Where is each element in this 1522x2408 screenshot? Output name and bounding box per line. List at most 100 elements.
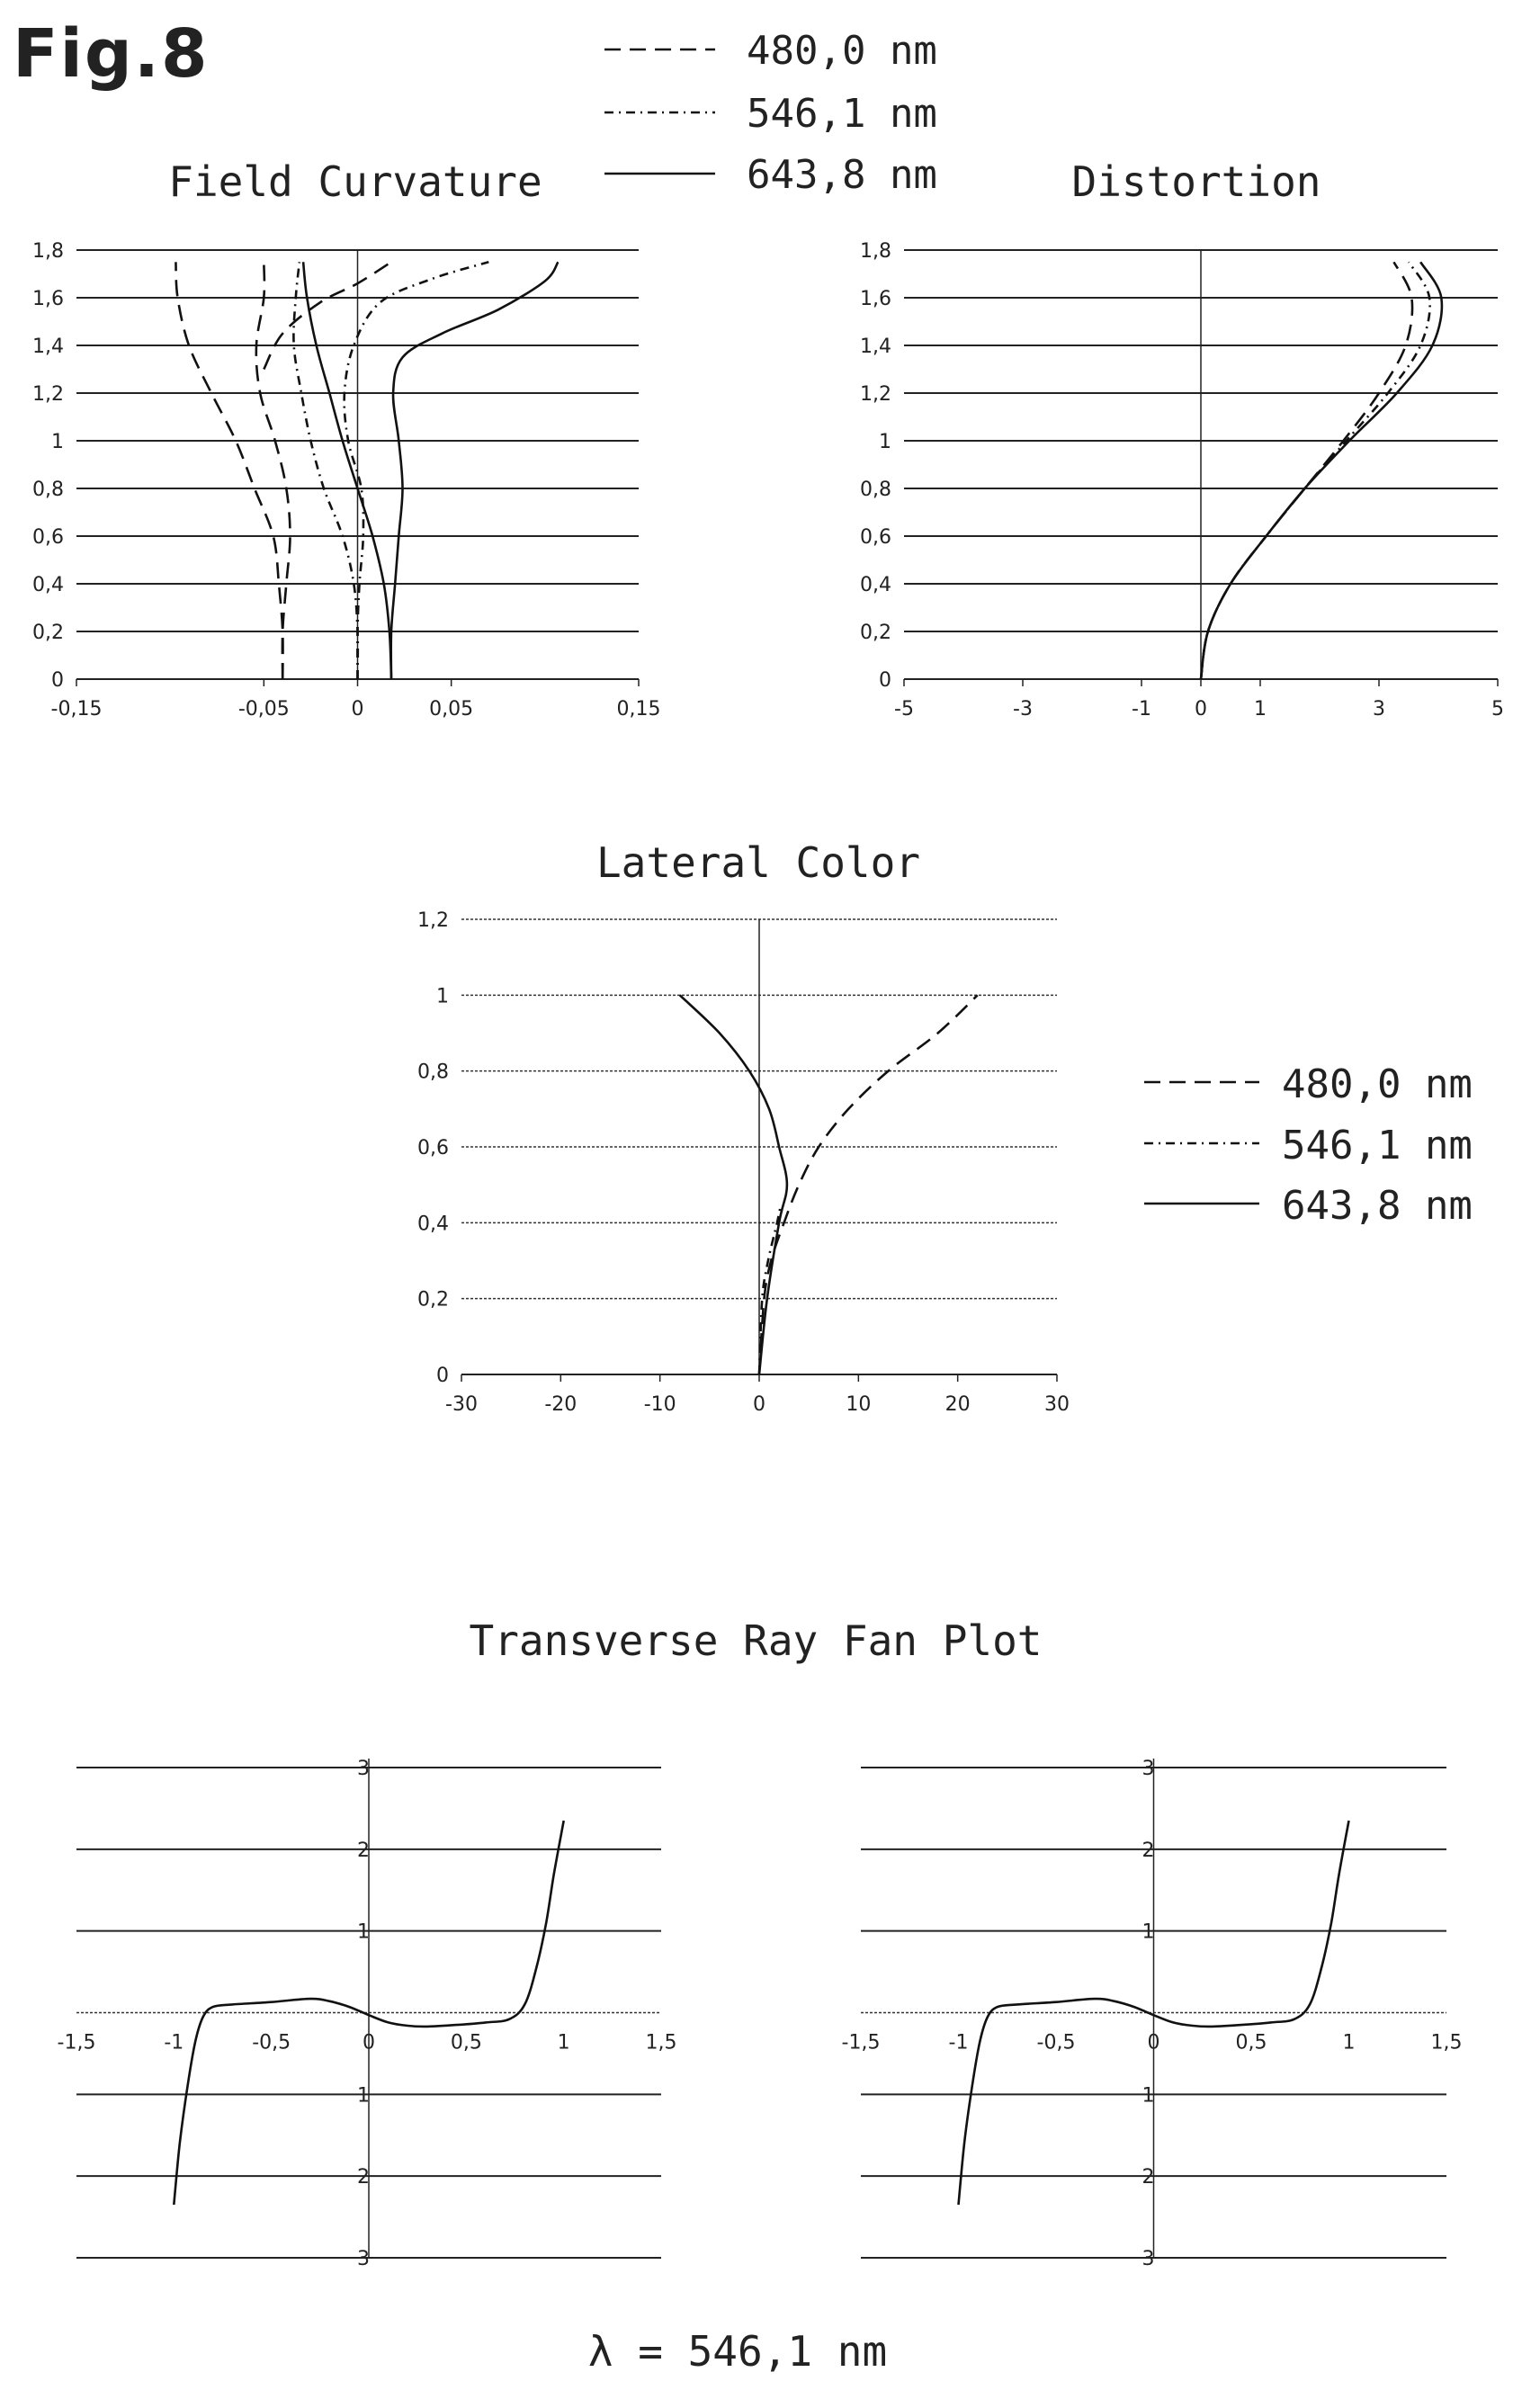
field-y-tick-label: 1,8 xyxy=(32,240,64,263)
lateral-color-chart: Lateral Color 0 0,2 0,4 0,6 0,8 1 1,2 -30 -20 -10 0… xyxy=(417,838,1070,1416)
field-series-line xyxy=(175,262,284,680)
lat-title: Lateral Color xyxy=(596,838,920,887)
field-y-tick-label: 1 xyxy=(51,431,64,453)
dist-x-tick-label: 0 xyxy=(1195,698,1207,721)
lat-y-tick-label: 0,2 xyxy=(417,1289,449,1311)
field-x-tick-label: -0,05 xyxy=(238,698,290,721)
wavelength-label: λ = 546,1 nm xyxy=(588,2327,887,2376)
fanl-x-tick-label: 1,5 xyxy=(646,2032,677,2054)
dist-y-tick-label: 1,6 xyxy=(860,288,891,310)
field-series-line xyxy=(301,262,393,680)
fanl-y-tick-label: 1 xyxy=(357,2084,370,2107)
field-y-tick-label: 0,8 xyxy=(32,479,64,501)
fanl-x-tick-label: -1 xyxy=(164,2032,184,2054)
lat-x-tick-label: 30 xyxy=(1044,1393,1070,1416)
legend-top: 480,0 nm 546,1 nm 643,8 nm xyxy=(604,28,937,198)
field-y-tick-label: 0,6 xyxy=(32,526,64,549)
dist-y-tick-label: 0,6 xyxy=(860,526,891,549)
fanr-x-tick-label: -1,5 xyxy=(842,2032,881,2054)
lat-y-tick-label: 0,6 xyxy=(417,1137,449,1159)
field-x-tick-label: 0,05 xyxy=(429,698,473,721)
fanr-x-tick-label: 0 xyxy=(1148,2032,1160,2054)
figure-label: Fig.8 xyxy=(13,15,210,93)
field-y-tick-label: 0,2 xyxy=(32,622,64,644)
fanr-x-tick-label: -1 xyxy=(949,2032,969,2054)
field-x-tick-label: 0,15 xyxy=(617,698,661,721)
field-y-tick-label: 0,4 xyxy=(32,574,64,596)
lat-x-tick-label: 10 xyxy=(846,1393,871,1416)
lat-x-tick-label: 0 xyxy=(753,1393,765,1416)
lat-x-tick-label: -30 xyxy=(445,1393,478,1416)
lat-y-tick-label: 0 xyxy=(436,1365,449,1387)
lat-x-tick-label: 20 xyxy=(945,1393,971,1416)
fanl-y-tick-label: 2 xyxy=(357,2166,370,2189)
fanr-y-tick-label: 3 xyxy=(1142,1758,1155,1780)
dist-x-tick-label: -5 xyxy=(894,698,914,721)
dist-y-tick-label: 1,4 xyxy=(860,336,891,358)
legend-mid-label-546: 546,1 nm xyxy=(1282,1123,1473,1168)
legend-mid-label-643: 643,8 nm xyxy=(1282,1183,1473,1229)
dist-x-tick-label: -1 xyxy=(1132,698,1151,721)
fanr-x-tick-label: 1 xyxy=(1343,2032,1356,2054)
field-series-line xyxy=(263,261,392,371)
dist-series-line xyxy=(1199,261,1414,680)
dist-x-tick-label: 5 xyxy=(1491,698,1504,721)
fanr-x-tick-label: 0,5 xyxy=(1236,2032,1267,2054)
field-series-line xyxy=(389,261,560,680)
lat-y-tick-label: 1 xyxy=(436,985,449,1007)
fanl-x-tick-label: -0,5 xyxy=(252,2032,291,2054)
lat-series-line xyxy=(757,1204,783,1375)
field-series-line xyxy=(292,262,360,680)
fanr-x-tick-label: 1,5 xyxy=(1431,2032,1463,2054)
lat-y-tick-label: 0,8 xyxy=(417,1061,449,1084)
dist-y-tick-label: 1,2 xyxy=(860,383,891,406)
fanl-x-tick-label: 1 xyxy=(558,2032,570,2054)
field-y-tick-label: 1,2 xyxy=(32,383,64,406)
dist-y-tick-label: 0,4 xyxy=(860,574,891,596)
legend-mid-label-480: 480,0 nm xyxy=(1282,1061,1473,1107)
dist-y-tick-label: 1 xyxy=(879,431,891,453)
lat-series-line xyxy=(678,994,789,1375)
fanl-y-tick-label: 2 xyxy=(357,1840,370,1862)
fanr-x-tick-label: -0,5 xyxy=(1037,2032,1076,2054)
distortion-chart: Distortion 0 0,2 0,4 0,6 0,8 1 1,2 1,4 1,6 1,8 -5 -3… xyxy=(860,157,1504,721)
fanr-y-tick-label: 1 xyxy=(1142,2084,1155,2107)
lat-x-tick-label: -10 xyxy=(644,1393,676,1416)
fanr-series-line xyxy=(957,1820,1350,2206)
field-y-tick-label: 1,4 xyxy=(32,336,64,358)
fanl-x-tick-label: 0 xyxy=(363,2032,375,2054)
lat-y-tick-label: 1,2 xyxy=(417,909,449,932)
fanl-y-tick-label: 3 xyxy=(357,2248,370,2270)
legend-top-label-643: 643,8 nm xyxy=(747,152,937,198)
dist-x-tick-label: -3 xyxy=(1013,698,1033,721)
ray-fan-left-chart: 3 2 1 1 2 3 -1,5 -1 -0,5 0 0,5 1 1,5 xyxy=(58,1758,677,2270)
fanl-y-tick-label: 3 xyxy=(357,1758,370,1780)
fanl-x-tick-label: -1,5 xyxy=(58,2032,96,2054)
fanl-y-tick-label: 1 xyxy=(357,1921,370,1944)
field-curvature-chart: Field Curvature 0 0,2 0,4 0,6 0,8 1 1,2 1,4 1,6 1,… xyxy=(32,157,660,721)
field-title: Field Curvature xyxy=(168,157,542,206)
field-x-tick-label: 0 xyxy=(352,698,364,721)
legend-top-label-546: 546,1 nm xyxy=(747,91,937,137)
dist-y-tick-label: 0 xyxy=(879,669,891,692)
lat-y-tick-label: 0,4 xyxy=(417,1213,449,1235)
fanr-y-tick-label: 2 xyxy=(1142,1840,1155,1862)
fanl-x-tick-label: 0,5 xyxy=(451,2032,482,2054)
fanr-y-tick-label: 1 xyxy=(1142,1921,1155,1944)
field-x-tick-label: -0,15 xyxy=(51,698,103,721)
lat-series-line xyxy=(757,994,979,1375)
dist-series-line xyxy=(1199,261,1444,680)
field-series-line xyxy=(343,261,489,680)
field-series-line xyxy=(255,262,291,680)
fanr-y-tick-label: 2 xyxy=(1142,2166,1155,2189)
dist-y-tick-label: 0,8 xyxy=(860,479,891,501)
ray-fan-title: Transverse Ray Fan Plot xyxy=(470,1616,1043,1665)
fanr-y-tick-label: 3 xyxy=(1142,2248,1155,2270)
dist-x-tick-label: 1 xyxy=(1254,698,1267,721)
dist-y-tick-label: 1,8 xyxy=(860,240,891,263)
field-y-tick-label: 1,6 xyxy=(32,288,64,310)
ray-fan-right-chart: 3 2 1 1 2 3 -1,5 -1 -0,5 0 0,5 1 1,5 xyxy=(842,1758,1463,2270)
field-y-tick-label: 0 xyxy=(51,669,64,692)
fanl-series-line xyxy=(173,1820,565,2206)
